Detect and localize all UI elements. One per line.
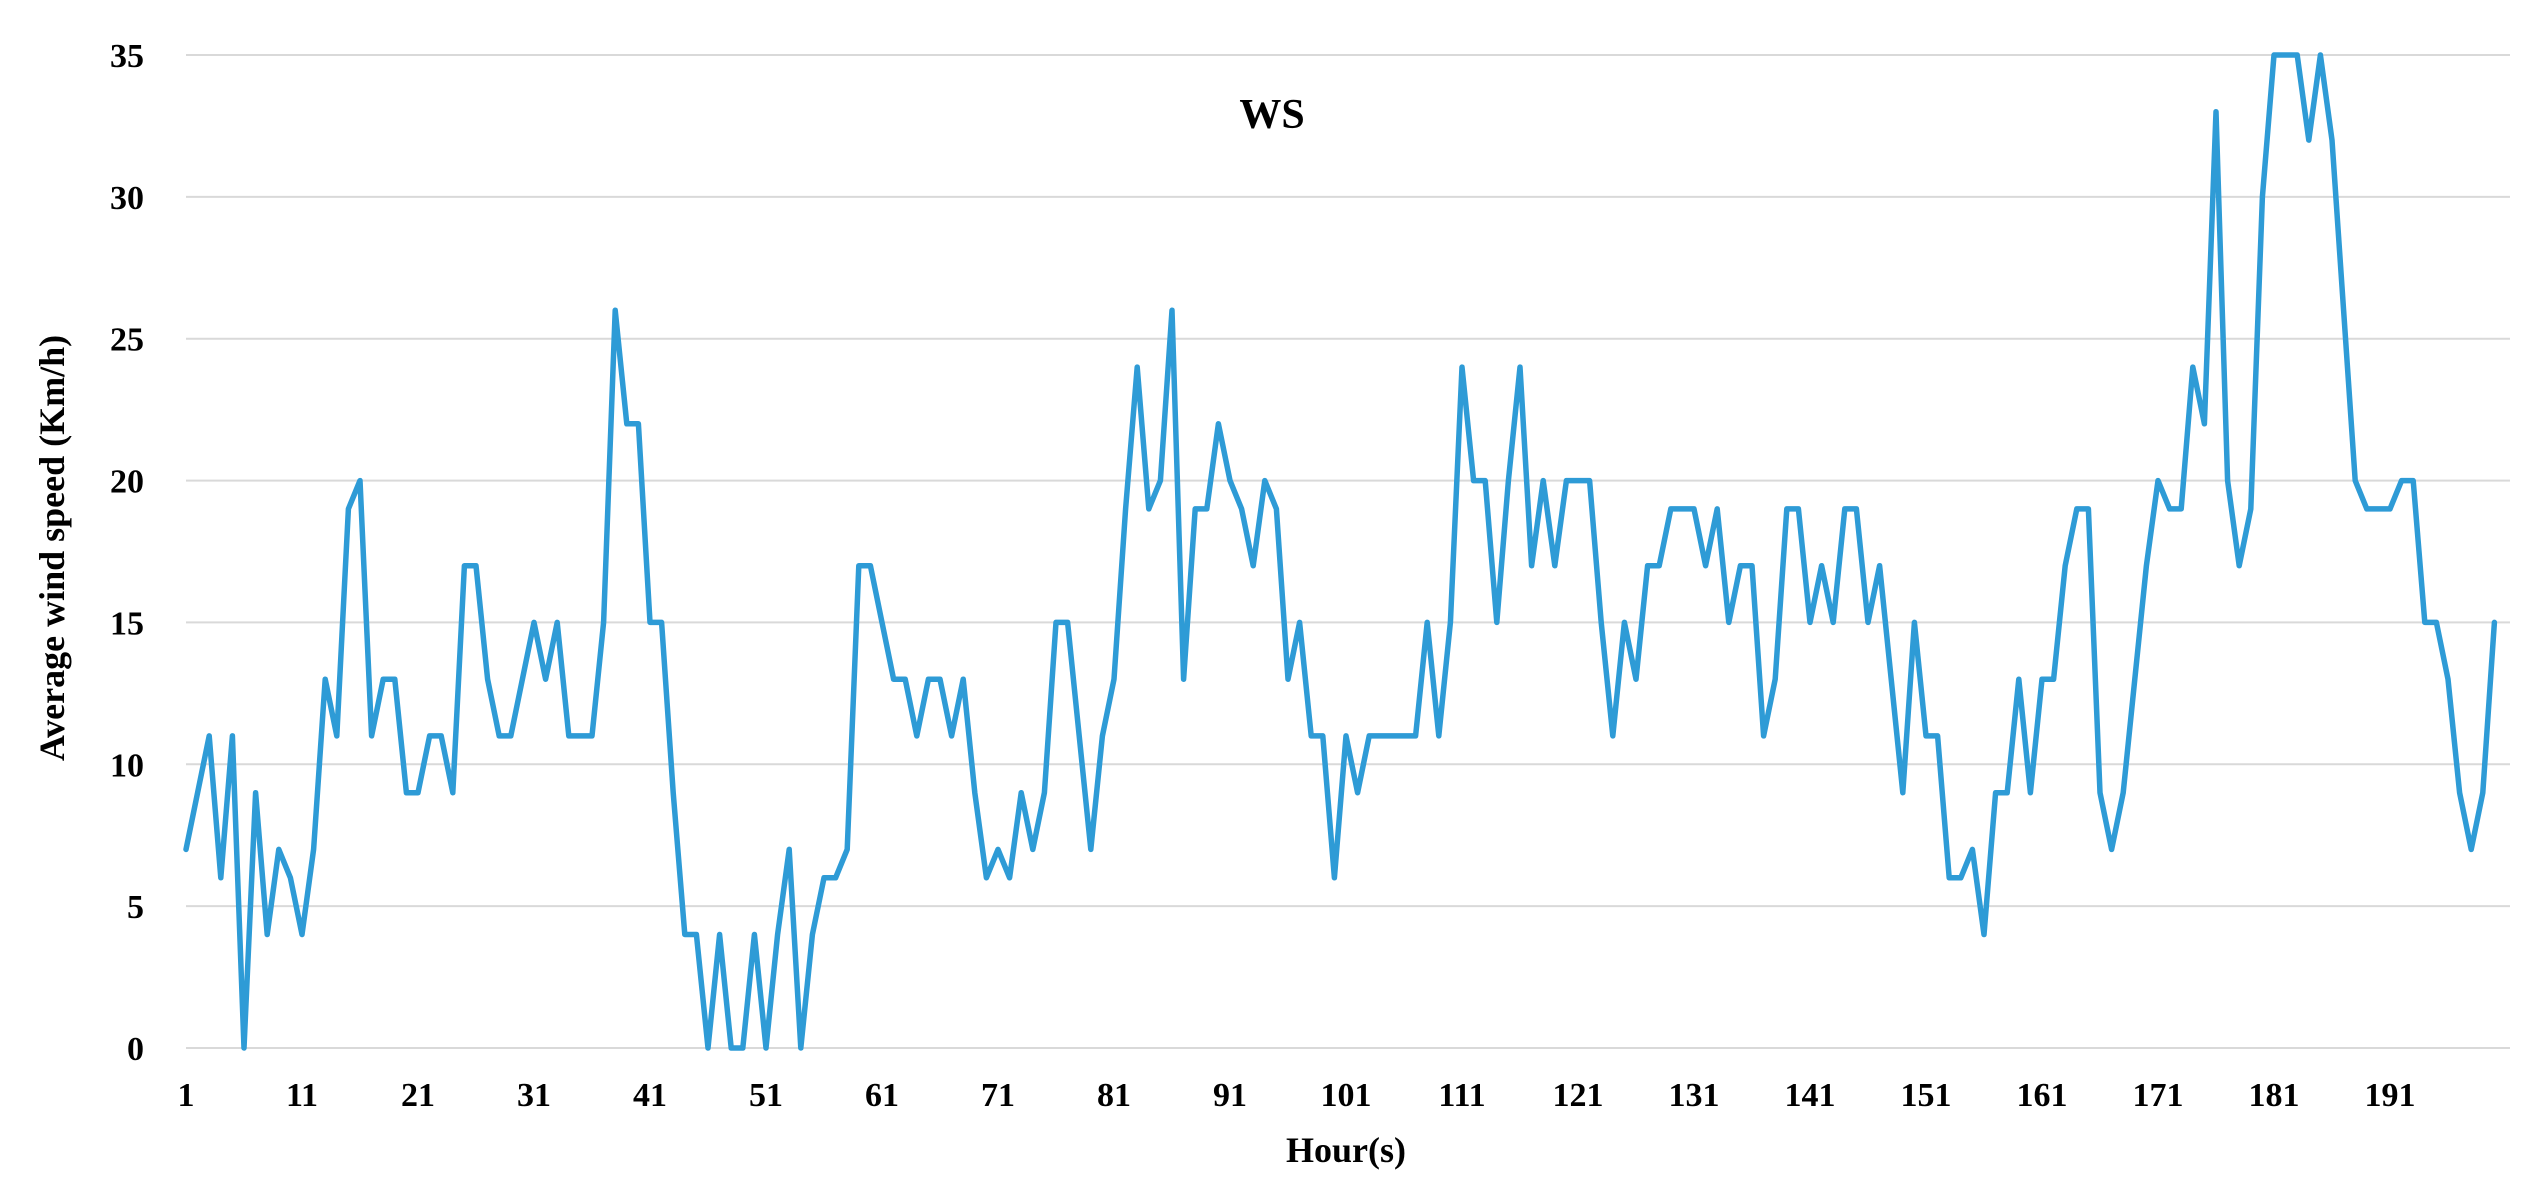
x-tick-label: 111 xyxy=(1438,1077,1485,1114)
x-tick-label: 131 xyxy=(1669,1077,1720,1114)
y-tick-label: 30 xyxy=(110,180,144,217)
x-tick-label: 161 xyxy=(2017,1077,2068,1114)
x-tick-label: 81 xyxy=(1097,1077,1131,1114)
x-axis-title: Hour(s) xyxy=(1286,1130,1406,1170)
x-tick-label: 181 xyxy=(2249,1077,2300,1114)
x-tick-label: 171 xyxy=(2133,1077,2184,1114)
series-layer xyxy=(183,52,2498,1051)
chart-title: WS xyxy=(1239,92,1304,138)
y-tick-label: 35 xyxy=(110,38,144,75)
x-tick-label: 11 xyxy=(286,1077,318,1114)
x-tick-label: 31 xyxy=(517,1077,551,1114)
x-tick-label: 101 xyxy=(1321,1077,1372,1114)
x-tick-label: 91 xyxy=(1213,1077,1247,1114)
y-tick-label: 5 xyxy=(127,889,144,926)
x-tick-labels: 1 11 21 31 41 51 61 71 81 91 101 111 121 131 141 151 161… xyxy=(178,1077,2416,1114)
y-tick-labels: 0 5 10 15 20 25 30 35 xyxy=(110,38,144,1068)
series-line xyxy=(183,52,2498,1051)
gridlines xyxy=(186,54,2510,1049)
x-tick-label: 1 xyxy=(178,1077,195,1114)
y-tick-label: 15 xyxy=(110,605,144,642)
x-tick-label: 121 xyxy=(1553,1077,1604,1114)
y-tick-label: 10 xyxy=(110,747,144,784)
x-tick-label: 141 xyxy=(1785,1077,1836,1114)
y-tick-label: 0 xyxy=(127,1031,144,1068)
x-tick-label: 21 xyxy=(401,1077,435,1114)
y-tick-label: 25 xyxy=(110,322,144,359)
x-tick-label: 41 xyxy=(633,1077,667,1114)
x-tick-label: 191 xyxy=(2365,1077,2416,1114)
x-tick-label: 151 xyxy=(1901,1077,1952,1114)
x-tick-label: 51 xyxy=(749,1077,783,1114)
x-tick-label: 71 xyxy=(981,1077,1015,1114)
x-tick-label: 61 xyxy=(865,1077,899,1114)
y-axis-title: Average wind speed (Km/h) xyxy=(32,335,72,761)
y-tick-label: 20 xyxy=(110,464,144,501)
